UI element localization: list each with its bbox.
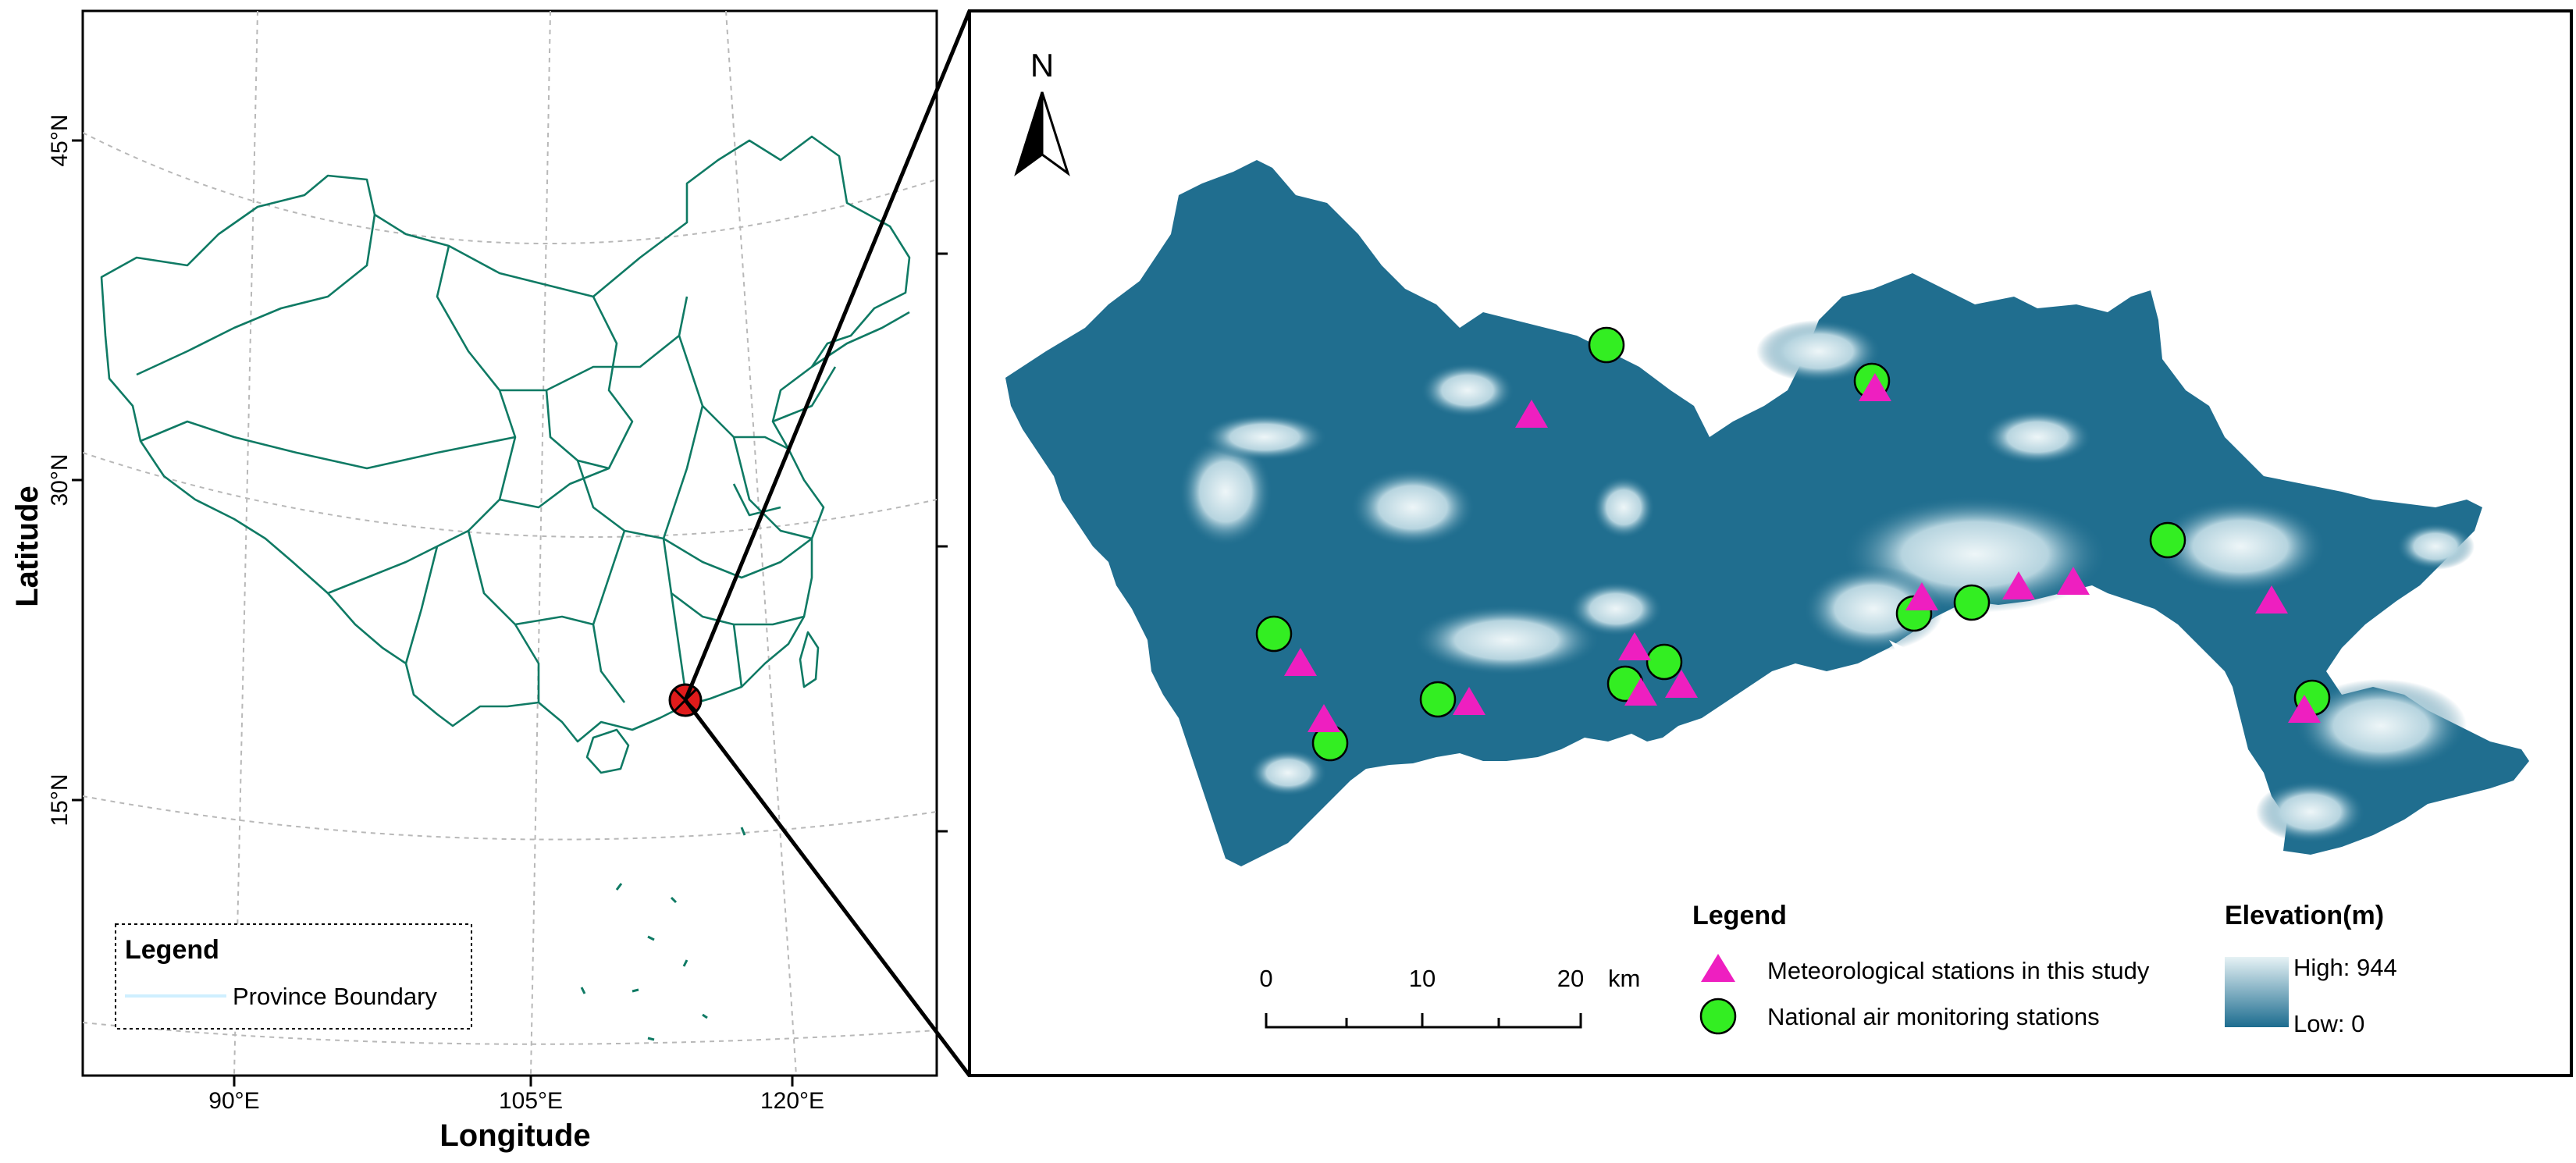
scale-unit: km	[1608, 965, 1640, 992]
overview-legend: Legend Province Boundary	[115, 923, 472, 1030]
y-tick-45N: 45°N	[47, 114, 73, 166]
meteorological-station-marker	[1284, 648, 1317, 676]
elevation-color-ramp	[2225, 957, 2289, 1027]
air-monitoring-station-marker	[1646, 643, 1683, 681]
meteorological-station-marker	[2057, 567, 2090, 595]
elevation-high-label: High: 944	[2293, 954, 2397, 981]
meteorological-station-marker	[1905, 582, 1938, 610]
air-monitoring-station-marker	[1588, 326, 1625, 364]
meteorological-station-marker	[1515, 400, 1548, 428]
meteorological-station-symbol	[1701, 954, 1735, 982]
meteorological-station-marker	[1453, 687, 1485, 715]
station-markers	[1255, 326, 2331, 762]
scale-tick-0: 0	[1259, 965, 1272, 992]
air-monitoring-station-marker	[1419, 681, 1457, 718]
elevation-legend: Elevation(m) High: 944 Low: 0	[2225, 901, 2397, 1037]
overview-map-frame	[81, 9, 938, 1077]
north-label: N	[1030, 47, 1054, 84]
meteorological-station-marker	[1665, 670, 1698, 698]
air-monitoring-station-label: National air monitoring stations	[1767, 1003, 2100, 1030]
meteorological-station-marker	[1859, 373, 1891, 401]
y-tick-30N: 30°N	[47, 453, 73, 506]
detail-map: N 0 10 20 km Legend Meteorological stati…	[968, 9, 2573, 1077]
overview-tick-marks	[72, 139, 948, 1087]
zoom-connector-lines	[683, 10, 972, 1077]
province-boundary-label: Province Boundary	[233, 983, 437, 1010]
y-axis-title: Latitude	[10, 485, 44, 607]
shenzhen-elevation-terrain	[1005, 160, 2529, 866]
air-monitoring-station-marker	[1255, 615, 1293, 653]
elevation-low-label: Low: 0	[2293, 1010, 2364, 1037]
scale-tick-20: 20	[1557, 965, 1584, 992]
scale-tick-10: 10	[1409, 965, 1436, 992]
x-axis-title: Longitude	[439, 1119, 590, 1153]
station-legend-title: Legend	[1692, 901, 1787, 930]
meteorological-station-marker	[1624, 678, 1657, 706]
x-tick-105E: 105°E	[499, 1088, 563, 1114]
elevation-legend-title: Elevation(m)	[2225, 901, 2384, 930]
north-arrow: N	[1014, 47, 1070, 176]
overview-map: 90°E 105°E 120°E 45°N 30°N 15°N Longitud…	[10, 9, 948, 1153]
scale-bar: 0 10 20 km	[1259, 965, 1640, 1029]
meteorological-station-marker	[1618, 632, 1651, 660]
air-monitoring-station-marker	[1953, 584, 1991, 621]
graticule	[83, 11, 937, 1076]
station-legend: Legend Meteorological stations in this s…	[1692, 901, 2150, 1035]
air-monitoring-station-symbol	[1699, 998, 1737, 1035]
meteorological-station-marker	[2255, 585, 2288, 614]
meteorological-station-label: Meteorological stations in this study	[1767, 957, 2150, 984]
air-monitoring-station-marker	[2149, 521, 2186, 559]
meteorological-station-marker	[2288, 695, 2321, 723]
china-province-boundaries	[100, 135, 911, 1041]
meteorological-station-marker	[2002, 571, 2035, 599]
x-tick-120E: 120°E	[760, 1088, 824, 1114]
y-tick-15N: 15°N	[47, 774, 73, 826]
x-tick-90E: 90°E	[208, 1088, 259, 1114]
overview-legend-title: Legend	[125, 935, 219, 965]
meteorological-station-marker	[1308, 704, 1340, 732]
